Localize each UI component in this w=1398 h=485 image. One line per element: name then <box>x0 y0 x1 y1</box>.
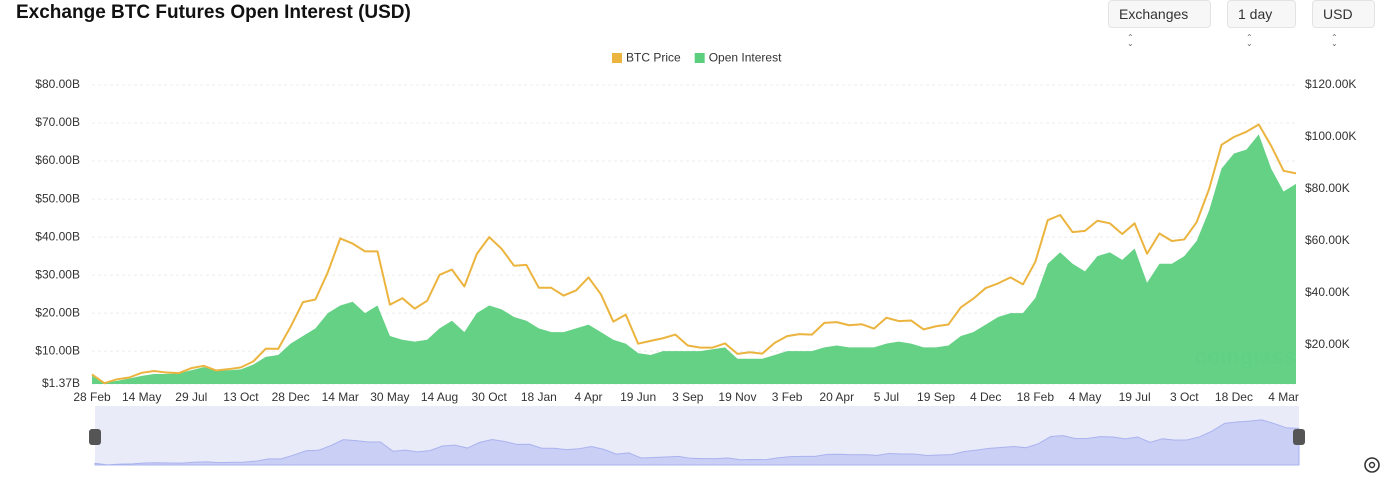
y2-tick-label: $100.00K <box>1305 129 1356 143</box>
x-tick-label: 30 May <box>370 390 409 404</box>
x-tick-label: 19 Jul <box>1119 390 1151 404</box>
navigator-handle[interactable] <box>89 429 101 445</box>
x-tick-label: 14 Aug <box>421 390 458 404</box>
grid <box>92 84 1296 385</box>
watermark: coinglass <box>1195 344 1296 369</box>
x-tick-label: 3 Feb <box>772 390 803 404</box>
x-tick-label: 14 Mar <box>322 390 359 404</box>
y-tick-label: $20.00B <box>35 305 80 319</box>
x-tick-label: 5 Jul <box>874 390 899 404</box>
legend-label: BTC Price <box>626 51 681 65</box>
x-tick-label: 18 Feb <box>1017 390 1055 404</box>
x-tick-label: 28 Feb <box>73 390 111 404</box>
x-tick-label: 19 Sep <box>917 390 955 404</box>
y-tick-label: $1.37B <box>42 376 80 390</box>
x-tick-label: 30 Oct <box>472 390 508 404</box>
settings-ring <box>1364 457 1380 473</box>
y2-tick-label: $120.00K <box>1305 77 1356 91</box>
y-tick-label: $40.00B <box>35 229 80 243</box>
price-line <box>91 123 1297 385</box>
chart-title: Exchange BTC Futures Open Interest (USD) <box>16 2 411 23</box>
legend-label: Open Interest <box>709 51 782 65</box>
open-interest-area <box>92 134 1296 384</box>
x-tick-label: 18 Dec <box>1215 390 1253 404</box>
x-tick-label: 19 Nov <box>718 390 756 404</box>
interval-select[interactable]: 1 day <box>1227 0 1296 28</box>
y2-tick-label: $20.00K <box>1305 337 1350 351</box>
exchanges-select[interactable]: Exchanges <box>1108 0 1211 28</box>
currency-select[interactable]: USD <box>1312 0 1375 28</box>
x-tick-label: 13 Oct <box>223 390 259 404</box>
navigator-track <box>95 406 1299 465</box>
y2-tick-label: $80.00K <box>1305 181 1350 195</box>
y-tick-label: $50.00B <box>35 191 80 205</box>
x-tick-label: 20 Apr <box>819 390 854 404</box>
x-tick-label: 29 Jul <box>175 390 207 404</box>
x-tick-label: 3 Oct <box>1170 390 1199 404</box>
y-tick-label: $70.00B <box>35 115 80 129</box>
x-tick-label: 28 Dec <box>272 390 310 404</box>
y2-tick-label: $60.00K <box>1305 233 1350 247</box>
y-tick-label: $10.00B <box>35 343 80 357</box>
x-tick-label: 4 Mar <box>1268 390 1299 404</box>
y2-tick-label: $40.00K <box>1305 285 1350 299</box>
settings-icon[interactable] <box>1364 457 1380 473</box>
x-tick-label: 18 Jan <box>521 390 557 404</box>
legend-swatch <box>612 53 622 63</box>
y-tick-label: $60.00B <box>35 153 80 167</box>
x-tick-label: 4 May <box>1069 390 1102 404</box>
x-tick-label: 4 Apr <box>574 390 602 404</box>
x-tick-label: 19 Jun <box>620 390 656 404</box>
navigator-area <box>94 419 1300 466</box>
x-tick-label: 4 Dec <box>970 390 1001 404</box>
x-tick-label: 14 May <box>122 390 161 404</box>
y-tick-label: $30.00B <box>35 267 80 281</box>
navigator-handle[interactable] <box>1293 429 1305 445</box>
settings-core <box>1368 461 1376 469</box>
x-tick-label: 3 Sep <box>672 390 704 404</box>
y-tick-label: $80.00B <box>35 77 80 91</box>
legend-swatch <box>694 53 705 63</box>
